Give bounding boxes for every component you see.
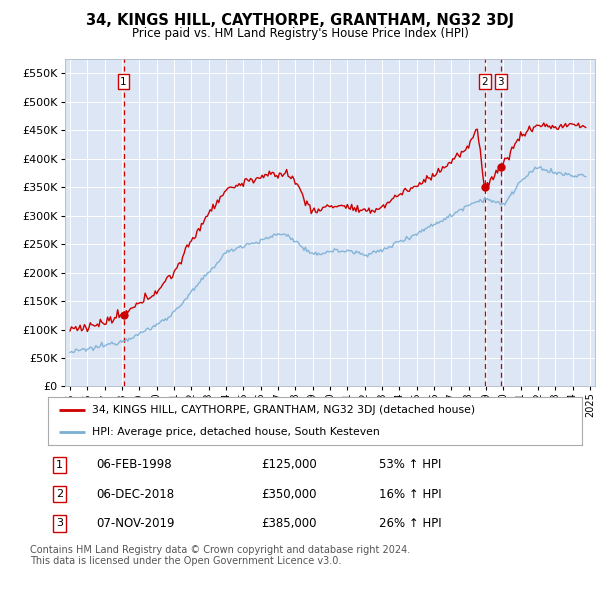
Text: 26% ↑ HPI: 26% ↑ HPI (379, 517, 442, 530)
Text: 3: 3 (497, 77, 504, 87)
Text: £350,000: £350,000 (262, 487, 317, 501)
Text: £125,000: £125,000 (262, 458, 317, 471)
Text: This data is licensed under the Open Government Licence v3.0.: This data is licensed under the Open Gov… (30, 556, 341, 566)
Text: 06-FEB-1998: 06-FEB-1998 (96, 458, 172, 471)
Text: HPI: Average price, detached house, South Kesteven: HPI: Average price, detached house, Sout… (92, 427, 380, 437)
Text: £385,000: £385,000 (262, 517, 317, 530)
Text: 1: 1 (56, 460, 63, 470)
Text: Contains HM Land Registry data © Crown copyright and database right 2024.: Contains HM Land Registry data © Crown c… (30, 545, 410, 555)
Text: 1: 1 (120, 77, 127, 87)
Text: 16% ↑ HPI: 16% ↑ HPI (379, 487, 442, 501)
Text: 34, KINGS HILL, CAYTHORPE, GRANTHAM, NG32 3DJ (detached house): 34, KINGS HILL, CAYTHORPE, GRANTHAM, NG3… (92, 405, 475, 415)
Text: Price paid vs. HM Land Registry's House Price Index (HPI): Price paid vs. HM Land Registry's House … (131, 27, 469, 40)
Text: 53% ↑ HPI: 53% ↑ HPI (379, 458, 442, 471)
Text: 2: 2 (56, 489, 64, 499)
Text: 3: 3 (56, 519, 63, 529)
Text: 34, KINGS HILL, CAYTHORPE, GRANTHAM, NG32 3DJ: 34, KINGS HILL, CAYTHORPE, GRANTHAM, NG3… (86, 13, 514, 28)
Text: 06-DEC-2018: 06-DEC-2018 (96, 487, 174, 501)
Text: 07-NOV-2019: 07-NOV-2019 (96, 517, 175, 530)
Text: 2: 2 (481, 77, 488, 87)
